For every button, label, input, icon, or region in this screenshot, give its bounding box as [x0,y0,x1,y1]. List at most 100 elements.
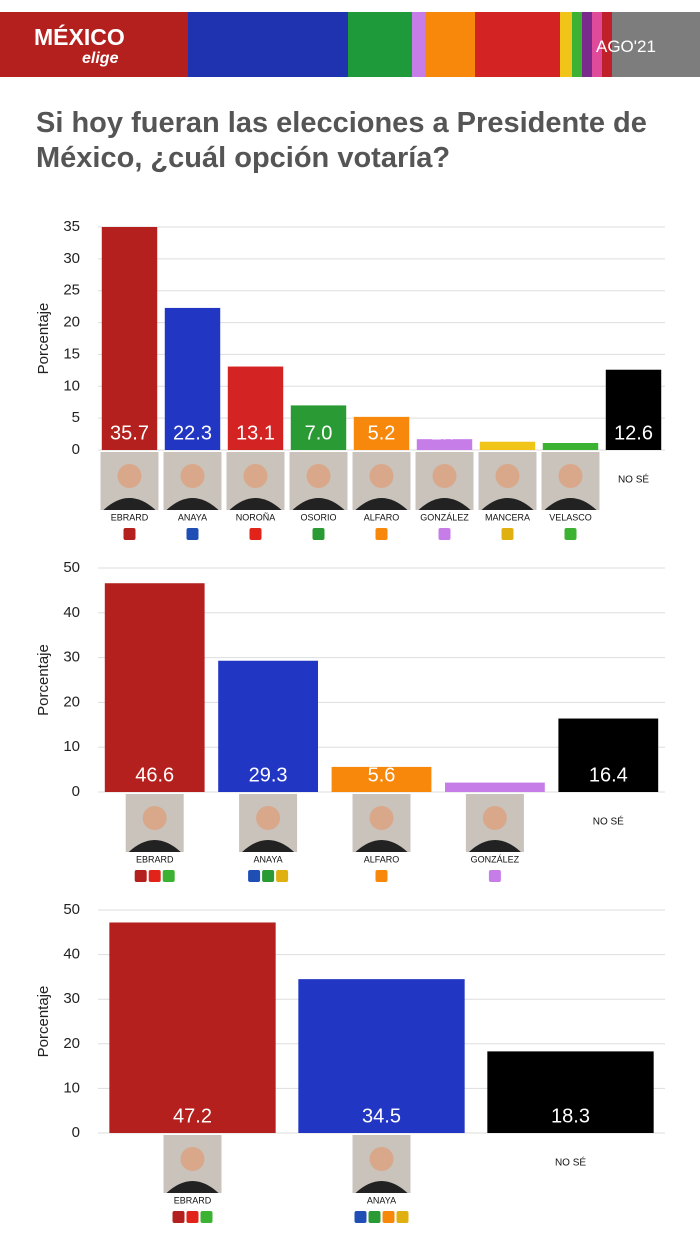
value-label: 13.1 [236,422,275,444]
value-label: 5.6 [368,764,396,786]
y-tick-label: 30 [63,990,80,1007]
bar [298,979,465,1133]
bar [479,441,536,450]
photo-head [369,806,394,830]
photo-head [495,464,520,488]
y-tick-label: 0 [72,1124,80,1141]
bar [109,922,276,1133]
party-badge [200,1211,213,1223]
y-tick-label: 5 [72,409,80,426]
party-badge [368,1211,381,1223]
candidate-name: GONZÁLEZ [420,512,469,522]
candidate-name: NO SÉ [593,815,624,828]
party-badge [375,870,388,882]
bar [331,766,432,792]
bar [290,405,347,450]
bar [227,366,284,450]
photo-head [142,806,167,830]
party-badge [488,870,501,882]
candidate-name: OSORIO [300,512,336,522]
y-tick-label: 15 [63,345,80,362]
candidate-name: NO SÉ [618,473,649,486]
candidate-name: EBRARD [136,854,174,864]
photo-body [418,498,471,510]
bar [542,442,599,450]
party-badge [501,528,514,540]
value-label: 35.7 [110,422,149,444]
y-tick-label: 35 [63,218,80,235]
photo-body [481,498,534,510]
party-badge [162,870,175,882]
candidate-name: EBRARD [174,1195,212,1205]
bar [605,369,662,450]
photo-head [369,1147,394,1171]
bar [101,227,158,450]
party-badge [312,528,325,540]
bar [164,307,221,450]
photo-body [355,840,408,852]
value-label: 12.6 [614,422,653,444]
photo-body [355,498,408,510]
candidate-name: EBRARD [111,512,149,522]
party-badge [276,870,289,882]
photo-body [103,498,156,510]
photo-head [558,464,583,488]
y-tick-label: 40 [63,604,80,621]
y-tick-label: 20 [63,693,80,710]
photo-body [355,1181,408,1193]
candidate-name: ANAYA [367,1195,396,1205]
header-strip [0,12,700,77]
party-badge [249,528,262,540]
title: Si hoy fueran las elecciones a President… [36,107,647,174]
candidate-name: ALFARO [364,512,400,522]
candidate-name: GONZÁLEZ [471,854,520,864]
bar [445,782,545,792]
photo-head [243,464,268,488]
party-badge [396,1211,409,1223]
photo-body [544,498,597,510]
party-badge [375,528,388,540]
photo-body [166,498,219,510]
candidate-name: ANAYA [254,854,283,864]
bar [353,416,410,450]
y-axis-label: Porcentaje [35,986,52,1058]
photo-body [292,498,345,510]
bar [558,718,659,792]
value-label: 47.2 [173,1105,212,1127]
value-label: 16.4 [589,764,628,786]
y-tick-label: 10 [63,1079,80,1096]
photo-head [256,806,281,830]
bar [104,583,205,792]
y-tick-label: 20 [63,314,80,331]
photo-body [128,840,181,852]
candidate-name: ANAYA [178,512,207,522]
value-label: 34.5 [362,1105,401,1127]
party-badge [172,1211,185,1223]
photo-head [180,1147,205,1171]
y-axis-label: Porcentaje [35,303,52,375]
value-label: 5.2 [368,422,396,444]
party-badge [148,870,161,882]
photo-head [432,464,457,488]
bar [487,1051,654,1133]
bar [218,660,318,792]
photo-head [306,464,331,488]
value-label: 29.3 [249,764,288,786]
party-badge [382,1211,395,1223]
bar [416,439,473,450]
logo-top: MÉXICO [34,24,125,50]
value-label: 46.6 [135,764,174,786]
photo-body [468,840,521,852]
party-badge [123,528,136,540]
photo-body [166,1181,219,1193]
photo-body [229,498,282,510]
logo-bottom: elige [82,50,119,67]
y-tick-label: 10 [63,377,80,394]
value-label: 18.3 [551,1105,590,1127]
value-label: 1.1 [557,422,585,444]
party-badge [438,528,451,540]
candidate-name: ALFARO [364,854,400,864]
y-tick-label: 50 [63,901,80,918]
party-badge [248,870,261,882]
